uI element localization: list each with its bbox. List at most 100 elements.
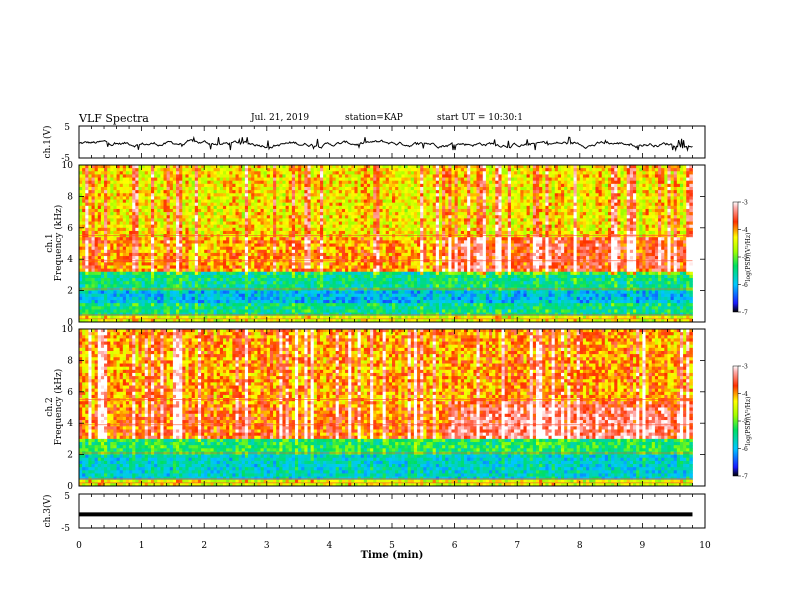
ch1-spec-cell bbox=[376, 237, 380, 241]
ch1-spec-cell bbox=[251, 208, 255, 213]
ch1-spec-cell bbox=[460, 165, 465, 169]
ch1-spec-cell bbox=[579, 212, 584, 216]
ch1-spec-cell bbox=[335, 202, 340, 207]
ch1-spec-cell bbox=[586, 190, 590, 194]
ch1-spec-cell bbox=[238, 208, 243, 213]
ch1-spec-cell bbox=[194, 171, 199, 175]
ch1-spec-cell bbox=[551, 165, 556, 169]
ch1-spec-cell bbox=[426, 208, 430, 213]
ch1-spec-cell bbox=[263, 193, 268, 197]
ch1-spec-cell bbox=[398, 190, 402, 194]
ch1-spec-cell bbox=[263, 165, 268, 169]
ch1-spec-cell bbox=[510, 230, 515, 235]
ch1-spec-cell bbox=[498, 196, 502, 200]
ch1-spec-cell bbox=[94, 221, 99, 226]
ch1-spec-cell bbox=[79, 240, 83, 244]
ch1-spec-cell bbox=[501, 221, 506, 226]
ch1-spec-cell bbox=[119, 237, 124, 241]
ch1-spec-cell bbox=[354, 218, 358, 222]
ch1-spec-cell bbox=[470, 168, 474, 172]
ch1-spec-cell bbox=[276, 183, 280, 188]
ch1-spec-cell bbox=[326, 165, 330, 169]
ch1-spec-cell bbox=[360, 212, 365, 216]
ch1-spec-cell bbox=[532, 205, 537, 210]
ch1-spec-cell bbox=[564, 212, 568, 216]
ch1-spec-cell bbox=[561, 230, 565, 235]
ch1-spec-cell bbox=[276, 208, 280, 213]
ch1-spec-cell bbox=[288, 174, 293, 178]
ch1-spec-cell bbox=[429, 212, 434, 216]
ch1-spec-cell bbox=[119, 168, 124, 172]
ch1-spec-cell bbox=[360, 202, 365, 207]
ch1-spec-cell bbox=[260, 180, 265, 185]
ch1-spec-cell bbox=[395, 202, 399, 207]
ch1-spec-cell bbox=[604, 171, 609, 175]
ch1-spec-cell bbox=[463, 237, 468, 241]
ch1-spec-cell bbox=[241, 171, 246, 175]
ch1-spec-cell bbox=[269, 221, 274, 226]
ch1-spec-cell bbox=[651, 202, 656, 207]
ch1-spec-cell bbox=[210, 215, 214, 219]
ch1-spec-cell bbox=[216, 215, 221, 219]
ch1-spec-cell bbox=[529, 208, 534, 213]
ch1-spec-cell bbox=[492, 196, 496, 200]
ch1-spec-cell bbox=[345, 190, 349, 194]
ch1-spec-cell bbox=[116, 171, 121, 175]
ch1-spec-cell bbox=[582, 183, 587, 188]
ch1-spec-cell bbox=[539, 174, 543, 178]
ch1-spec-cell bbox=[329, 205, 333, 210]
ch1-spec-cell bbox=[617, 240, 621, 244]
ch1-spec-cell bbox=[266, 186, 271, 191]
ch1-spec-cell bbox=[561, 190, 565, 194]
ch1-spec-cell bbox=[460, 202, 465, 207]
ch1-spec-cell bbox=[401, 168, 405, 172]
ch1-spec-cell bbox=[219, 212, 224, 216]
ch1-spec-cell bbox=[382, 193, 387, 197]
ch1-spec-cell bbox=[351, 212, 355, 216]
ch1-spec-cell bbox=[182, 237, 186, 241]
ch1-spec-cell bbox=[335, 215, 340, 219]
ch1-spec-cell bbox=[629, 183, 634, 188]
ch1-spec-cell bbox=[620, 240, 625, 244]
ch1-spec-cell bbox=[679, 221, 684, 226]
ch1-spec-cell bbox=[332, 174, 337, 178]
ch1-spec-cell bbox=[332, 165, 337, 169]
ch1-spec-cell bbox=[407, 215, 412, 219]
ch1-spec-cell bbox=[545, 215, 549, 219]
ch1-spec-cell bbox=[279, 177, 283, 182]
ch1-spec-cell bbox=[579, 196, 584, 200]
ch1-spec-cell bbox=[507, 227, 512, 232]
ch1-spec-cell bbox=[88, 168, 92, 172]
ch1-spec-cell bbox=[363, 202, 368, 207]
ch1-spec-cell bbox=[88, 205, 92, 210]
ch1-spec-cell bbox=[539, 224, 543, 229]
ch1-spec-cell bbox=[445, 227, 449, 232]
ch1-spec-cell bbox=[379, 190, 384, 194]
ch1-spec-cell bbox=[664, 174, 668, 178]
ch1-spec-cell bbox=[492, 199, 496, 204]
ch1-spec-cell bbox=[138, 205, 142, 210]
ch1-spec-cell bbox=[125, 165, 130, 169]
ch1-spec-cell bbox=[291, 183, 296, 188]
ch1-spec-cell bbox=[570, 168, 574, 172]
ch1-spec-cell bbox=[301, 199, 305, 204]
ch1-spec-cell bbox=[617, 227, 621, 232]
ch1-spec-cell bbox=[495, 190, 499, 194]
ch1-spec-cell bbox=[395, 205, 399, 210]
ch1-spec-cell bbox=[454, 212, 459, 216]
ch1-spec-cell bbox=[676, 205, 681, 210]
ch1-spec-cell bbox=[482, 227, 487, 232]
ch1-spec-cell bbox=[310, 193, 315, 197]
ch1-spec-cell bbox=[254, 190, 258, 194]
ch1-spec-cell bbox=[463, 168, 468, 172]
ch1-spec-cell bbox=[670, 215, 675, 219]
ch1-spec-cell bbox=[579, 171, 584, 175]
ch1-spec-cell bbox=[573, 199, 578, 204]
ch1-spec-cell bbox=[586, 227, 590, 232]
ch1-spec-cell bbox=[626, 224, 631, 229]
ch1-spec-cell bbox=[141, 190, 146, 194]
ch1-spec-cell bbox=[94, 171, 99, 175]
ch1-spec-cell bbox=[260, 190, 265, 194]
ch1-spec-cell bbox=[294, 212, 299, 216]
ch1-spec-cell bbox=[661, 212, 665, 216]
